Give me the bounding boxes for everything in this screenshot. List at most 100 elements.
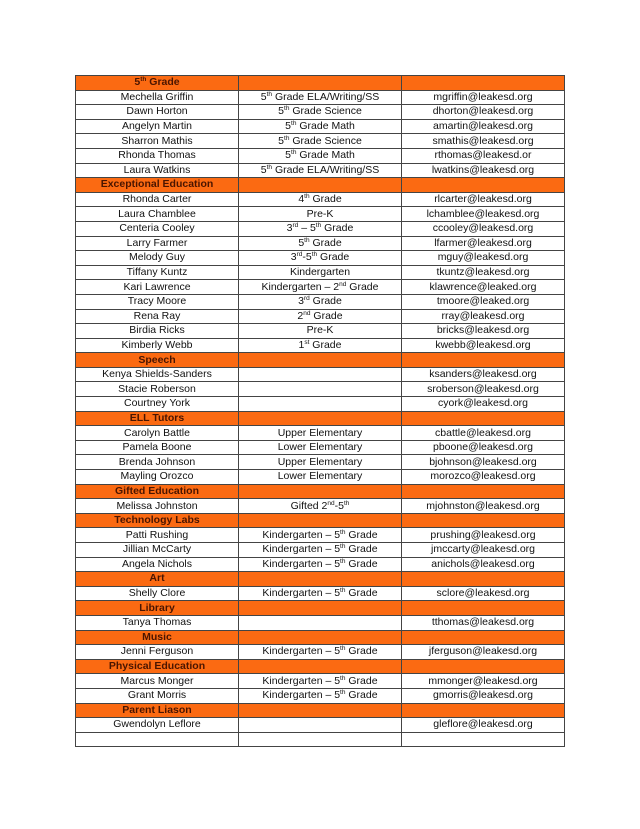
section-title: Exceptional Education — [75, 177, 239, 193]
staff-name-cell: Centeria Cooley — [75, 220, 239, 237]
table-row: Rena Ray 2nd Grade rray@leakesd.org — [75, 308, 565, 325]
table-row: Stacie Roberson sroberson@leakesd.org — [75, 381, 565, 398]
grade-assignment-cell: Pre-K — [238, 323, 402, 339]
section-header-empty-cell — [401, 75, 565, 91]
table-row: Jillian McCarty Kindergarten – 5th Grade j… — [75, 542, 565, 558]
grade-assignment-cell: 3rd-5th Grade — [238, 250, 402, 266]
staff-name-cell — [75, 731, 239, 748]
staff-name-cell: Rhonda Carter — [75, 191, 239, 208]
section-header-empty-cell — [401, 629, 565, 646]
table-row: Dawn Horton 5th Grade Science dhorton@leak… — [75, 104, 565, 120]
grade-assignment-cell: Kindergarten – 5th Grade — [238, 673, 402, 689]
grade-assignment-cell — [238, 717, 402, 733]
email-cell: gleflore@leakesd.org — [401, 717, 565, 733]
section-header: Gifted Education — [75, 483, 565, 500]
staff-name-cell: Brenda Johnson — [75, 454, 239, 471]
grade-assignment-cell: 3rd Grade — [238, 293, 402, 310]
email-cell: pboone@leakesd.org — [401, 439, 565, 456]
grade-assignment-cell: Kindergarten – 2nd Grade — [238, 279, 402, 295]
staff-name-cell: Mayling Orozco — [75, 469, 239, 485]
section-title: Art — [75, 571, 239, 587]
email-cell: prushing@leakesd.org — [401, 527, 565, 543]
table-row: Laura Chamblee Pre-K lchamblee@leakesd.org — [75, 206, 565, 222]
table-row: Kari Lawrence Kindergarten – 2nd Grade kla… — [75, 279, 565, 295]
email-cell: sroberson@leakesd.org — [401, 381, 565, 398]
email-cell: mguy@leakesd.org — [401, 250, 565, 266]
section-title: Speech — [75, 352, 239, 368]
section-header-empty-cell — [238, 571, 402, 587]
section-header-empty-cell — [401, 600, 565, 616]
grade-assignment-cell: Kindergarten – 5th Grade — [238, 527, 402, 543]
table-row: Jenni Ferguson Kindergarten – 5th Grade jf… — [75, 644, 565, 660]
section-title: Parent Liason — [75, 702, 239, 719]
grade-assignment-cell — [238, 614, 402, 631]
section-header-empty-cell — [401, 352, 565, 368]
staff-name-cell: Gwendolyn Leflore — [75, 717, 239, 733]
grade-assignment-cell — [238, 381, 402, 398]
email-cell: bjohnson@leakesd.org — [401, 454, 565, 471]
section-header-empty-cell — [401, 702, 565, 719]
section-title: Gifted Education — [75, 483, 239, 500]
section-header-empty-cell — [238, 483, 402, 500]
staff-name-cell: Carolyn Battle — [75, 425, 239, 441]
email-cell: gmorris@leakesd.org — [401, 687, 565, 704]
section-header-empty-cell — [401, 410, 565, 427]
grade-assignment-cell: 5th Grade Science — [238, 104, 402, 120]
section-header-empty-cell — [238, 702, 402, 719]
staff-name-cell: Stacie Roberson — [75, 381, 239, 398]
section-header: Speech — [75, 352, 565, 368]
grade-assignment-cell: 1st Grade — [238, 337, 402, 354]
table-row: Melissa Johnston Gifted 2nd-5th mjohnston@… — [75, 498, 565, 514]
email-cell: rlcarter@leakesd.org — [401, 191, 565, 208]
staff-name-cell: Birdia Ricks — [75, 323, 239, 339]
email-cell: tthomas@leakesd.org — [401, 614, 565, 631]
table-row: Tiffany Kuntz Kindergarten tkuntz@leakesd.… — [75, 264, 565, 281]
staff-name-cell: Melody Guy — [75, 250, 239, 266]
email-cell: jmccarty@leakesd.org — [401, 542, 565, 558]
grade-assignment-cell: 3rd – 5th Grade — [238, 220, 402, 237]
table-row: Tanya Thomas tthomas@leakesd.org — [75, 614, 565, 631]
table-row: Grant Morris Kindergarten – 5th Grade gmor… — [75, 687, 565, 704]
grade-assignment-cell: Pre-K — [238, 206, 402, 222]
section-header: Exceptional Education — [75, 177, 565, 193]
staff-name-cell: Kari Lawrence — [75, 279, 239, 295]
staff-name-cell: Sharron Mathis — [75, 133, 239, 149]
section-header: Music — [75, 629, 565, 646]
email-cell: ccooley@leakesd.org — [401, 220, 565, 237]
table-row: Rhonda Carter 4th Grade rlcarter@leakesd.o… — [75, 191, 565, 208]
grade-assignment-cell: 5th Grade ELA/Writing/SS — [238, 162, 402, 179]
email-cell: cyork@leakesd.org — [401, 396, 565, 412]
staff-name-cell: Marcus Monger — [75, 673, 239, 689]
email-cell: anichols@leakesd.org — [401, 556, 565, 573]
section-header-empty-cell — [238, 177, 402, 193]
grade-assignment-cell: 5th Grade Science — [238, 133, 402, 149]
staff-name-cell: Angela Nichols — [75, 556, 239, 573]
staff-name-cell: Mechella Griffin — [75, 89, 239, 106]
table-row: Shelly Clore Kindergarten – 5th Grade sclo… — [75, 585, 565, 602]
staff-name-cell: Dawn Horton — [75, 104, 239, 120]
section-header: Physical Education — [75, 658, 565, 675]
grade-assignment-cell: Kindergarten – 5th Grade — [238, 542, 402, 558]
section-header-empty-cell — [238, 512, 402, 529]
section-header: Art — [75, 571, 565, 587]
table-row: Angela Nichols Kindergarten – 5th Grade an… — [75, 556, 565, 573]
section-header: Parent Liason — [75, 702, 565, 719]
grade-assignment-cell: 5th Grade — [238, 235, 402, 252]
email-cell: bricks@leakesd.org — [401, 323, 565, 339]
email-cell: jferguson@leakesd.org — [401, 644, 565, 660]
staff-name-cell: Jillian McCarty — [75, 542, 239, 558]
staff-name-cell: Kimberly Webb — [75, 337, 239, 354]
section-title: 5th Grade — [75, 75, 239, 91]
section-header-empty-cell — [401, 512, 565, 529]
grade-assignment-cell — [238, 731, 402, 748]
section-title: Music — [75, 629, 239, 646]
staff-name-cell: Grant Morris — [75, 687, 239, 704]
email-cell: rray@leakesd.org — [401, 308, 565, 325]
section-title: Library — [75, 600, 239, 616]
grade-assignment-cell: Upper Elementary — [238, 425, 402, 441]
email-cell: tkuntz@leakesd.org — [401, 264, 565, 281]
staff-name-cell: Kenya Shields-Sanders — [75, 366, 239, 383]
staff-name-cell: Shelly Clore — [75, 585, 239, 602]
table-row: Angelyn Martin 5th Grade Math amartin@leak… — [75, 118, 565, 135]
section-header: Library — [75, 600, 565, 616]
